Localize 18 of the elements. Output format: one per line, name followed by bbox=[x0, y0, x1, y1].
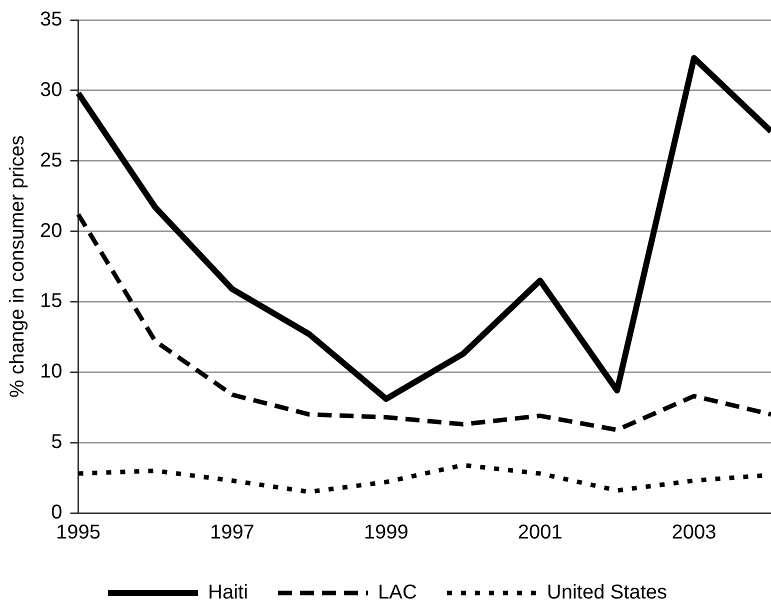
x-tick-label: 1999 bbox=[364, 522, 408, 544]
y-tick-label: 35 bbox=[40, 8, 62, 31]
x-tick-label: 2001 bbox=[518, 522, 562, 544]
y-tick-label: 5 bbox=[51, 431, 62, 454]
y-axis-title: % change in consumer prices bbox=[6, 135, 29, 398]
line-series bbox=[76, 212, 771, 432]
x-tick-label: 2003 bbox=[672, 522, 716, 544]
y-tick-label: 30 bbox=[40, 78, 62, 101]
legend-label: United States bbox=[546, 582, 667, 604]
x-tick-label: 1997 bbox=[210, 522, 254, 544]
y-tick-label: 10 bbox=[40, 360, 62, 383]
y-tick-label: 20 bbox=[40, 220, 62, 242]
y-tick-label: 0 bbox=[51, 502, 62, 524]
x-tick-label: 1995 bbox=[56, 522, 100, 544]
y-tick-label: 25 bbox=[40, 149, 62, 172]
y-tick-label: 15 bbox=[40, 290, 62, 312]
legend-label: Haiti bbox=[208, 582, 248, 604]
legend-label: LAC bbox=[378, 582, 417, 604]
